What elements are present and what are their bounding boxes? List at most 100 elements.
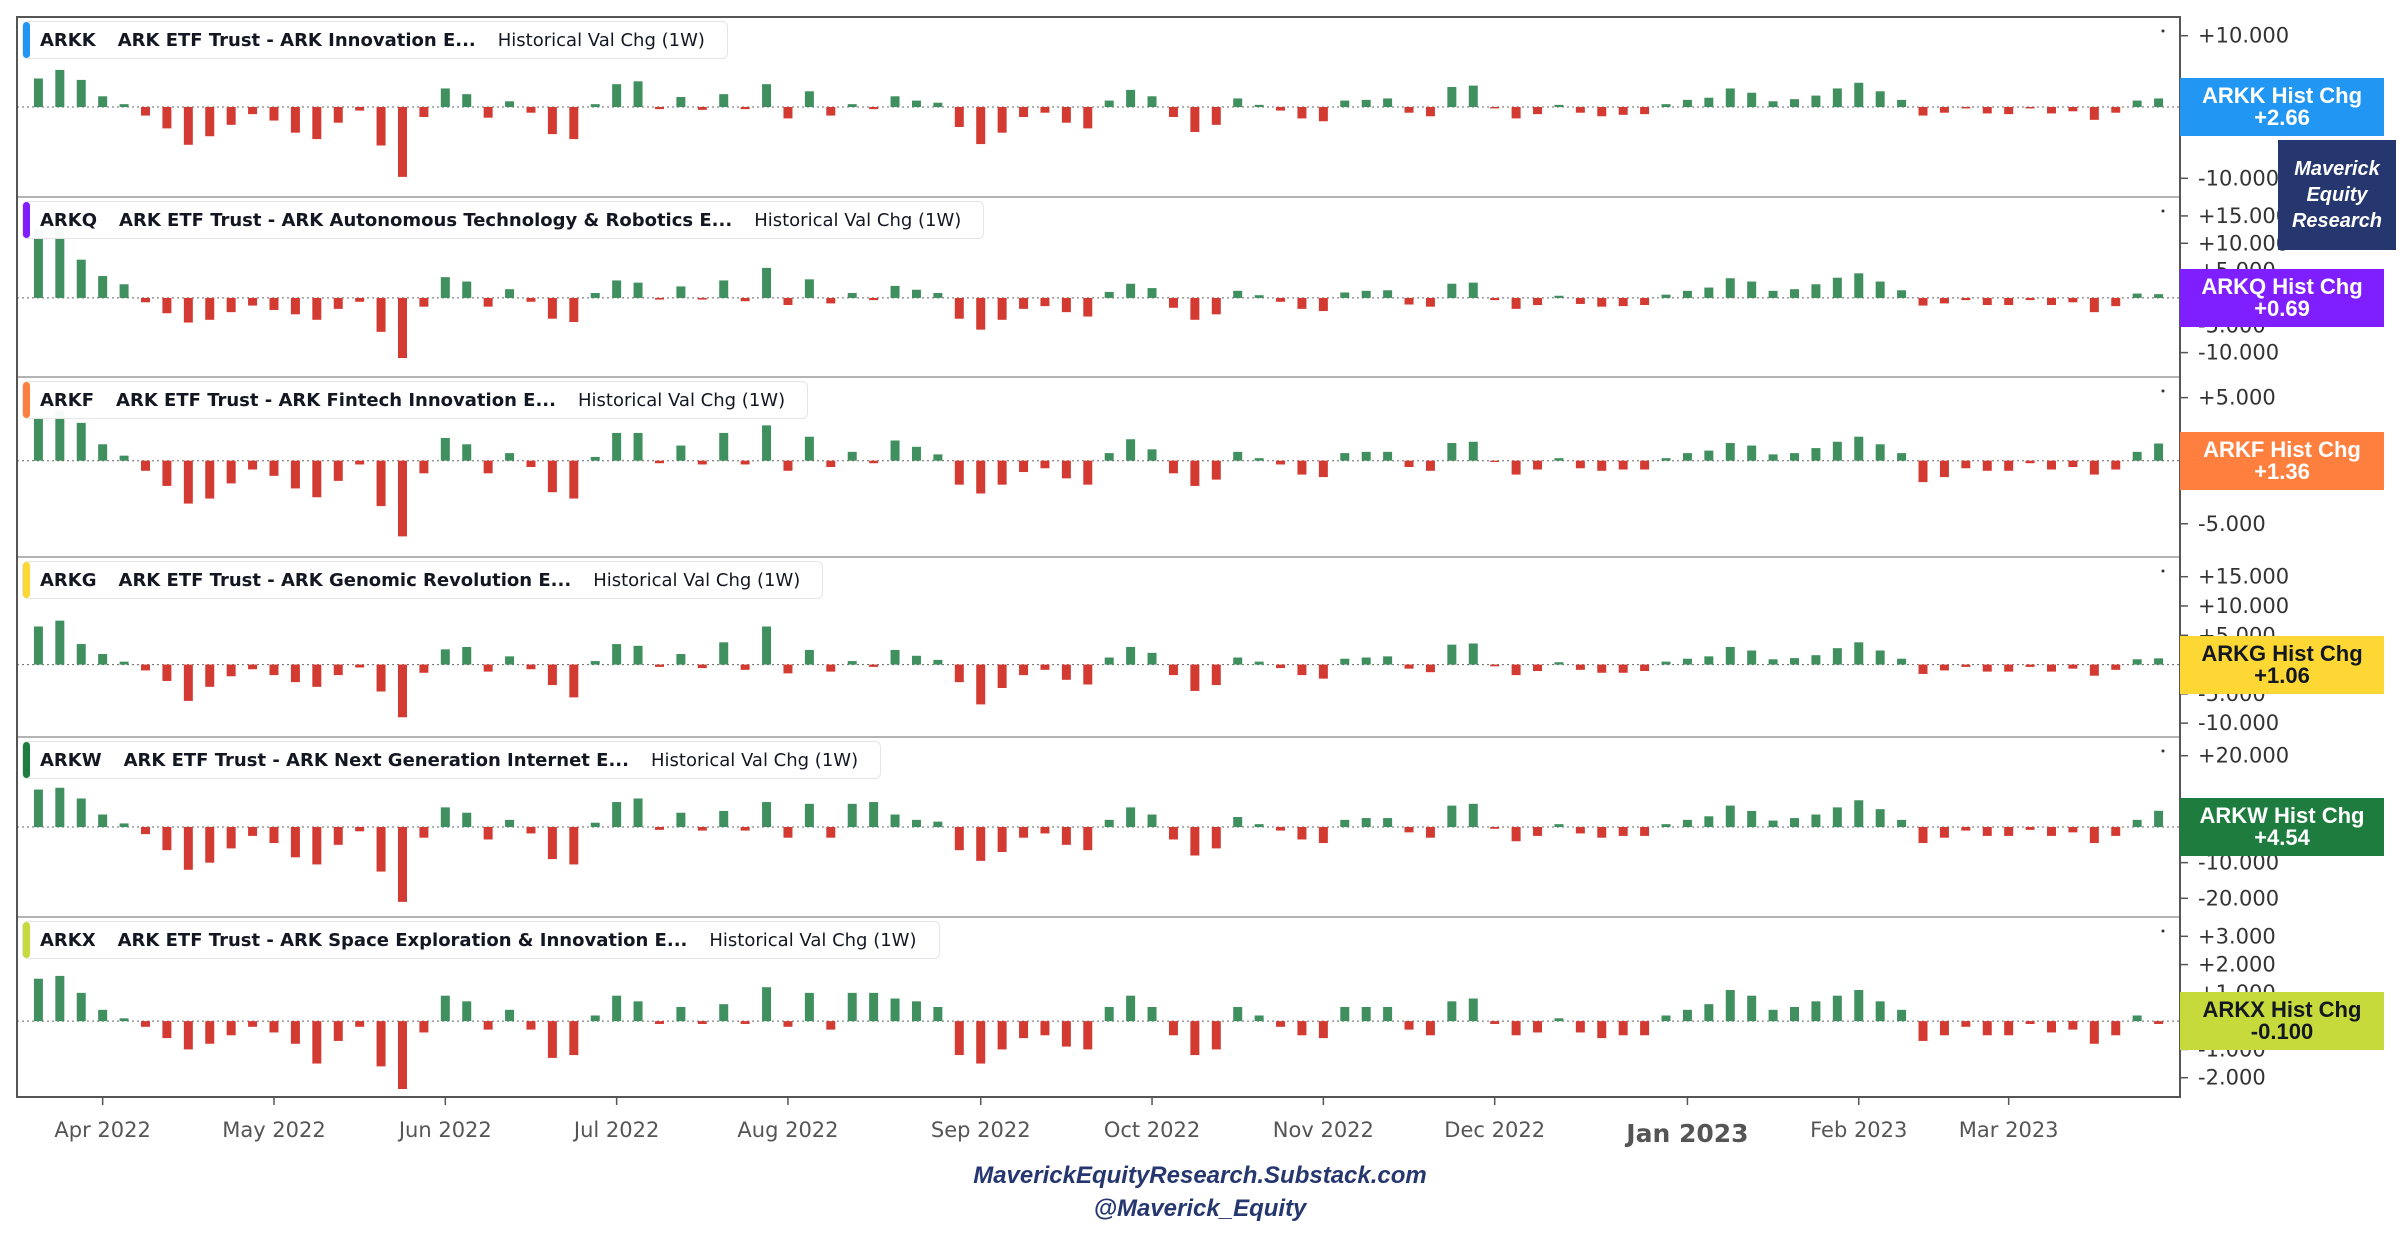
bar-arkg: [2025, 664, 2035, 667]
bar-arkf: [1340, 453, 1350, 461]
bar-arkk: [1554, 104, 1564, 107]
bar-arkq: [1490, 297, 1500, 301]
bar-arkk: [976, 107, 986, 145]
bar-arkf: [1704, 450, 1714, 461]
bar-arkx: [1083, 1021, 1093, 1050]
bar-arkx: [976, 1021, 986, 1064]
bar-arkq: [1447, 283, 1457, 298]
legend-arkx[interactable]: ARKX ARK ETF Trust - ARK Space Exploratio…: [22, 921, 940, 959]
bar-arkw: [1383, 818, 1393, 827]
bar-arkk: [2025, 107, 2035, 109]
bar-arkx: [869, 992, 879, 1022]
bar-arkg: [783, 664, 793, 674]
legend-arkg[interactable]: ARKG ARK ETF Trust - ARK Genomic Revoluti…: [22, 561, 824, 599]
x-tick-label: Jan 2023: [1624, 1119, 1748, 1148]
legend-indicator-name: Historical Val Chg (1W): [709, 929, 917, 951]
bar-arkx: [1404, 1021, 1414, 1030]
bar-arkq: [2004, 297, 2014, 306]
legend-arkw[interactable]: ARKW ARK ETF Trust - ARK Next Generation …: [22, 741, 882, 779]
bar-arkf: [1447, 443, 1457, 461]
bar-arkw: [1361, 818, 1371, 827]
bar-arkq: [890, 285, 900, 298]
bar-arkx: [1147, 1007, 1157, 1022]
bar-arkk: [1725, 88, 1735, 107]
bar-arkk: [1104, 100, 1114, 107]
panel-marker: [2161, 929, 2165, 933]
bar-arkx: [1682, 1009, 1692, 1022]
bar-arkq: [183, 297, 193, 323]
bar-arkw: [1297, 827, 1307, 840]
bar-arkq: [933, 293, 943, 298]
y-tick-label: -10.000: [2198, 341, 2279, 365]
bar-arkw: [1533, 827, 1543, 836]
bar-arkx: [911, 1001, 921, 1022]
bar-arkk: [933, 102, 943, 107]
bar-arkx: [1297, 1021, 1307, 1036]
footer-site-link[interactable]: MaverickEquityResearch.Substack.com: [973, 1162, 1427, 1189]
bar-arkx: [376, 1021, 386, 1067]
bar-arkx: [1854, 990, 1864, 1022]
bar-arkf: [1790, 453, 1800, 461]
bar-arkf: [1019, 460, 1029, 473]
bar-arkx: [826, 1021, 836, 1030]
bar-arkk: [1211, 107, 1221, 125]
badge-value: +4.54: [2254, 825, 2310, 850]
bar-arkf: [654, 460, 664, 464]
bar-arkq: [1875, 281, 1885, 298]
bar-arkg: [1854, 642, 1864, 665]
bar-arkx: [1725, 990, 1735, 1022]
bar-arkf: [1982, 460, 1992, 471]
bar-arkk: [1447, 87, 1457, 107]
bar-arkx: [397, 1021, 407, 1089]
bar-arkf: [526, 460, 536, 467]
bar-arkg: [890, 649, 900, 665]
bar-arkw: [804, 803, 814, 827]
bar-arkg: [183, 664, 193, 701]
bar-arkx: [2068, 1021, 2078, 1030]
bar-arkw: [740, 827, 750, 831]
bar-arkk: [612, 84, 622, 107]
bar-arkf: [997, 460, 1007, 485]
legend-arkf[interactable]: ARKF ARK ETF Trust - ARK Fintech Innovati…: [22, 381, 809, 419]
bar-arkg: [2047, 664, 2056, 672]
legend-arkq[interactable]: ARKQ ARK ETF Trust - ARK Autonomous Techn…: [22, 201, 985, 239]
bar-arkx: [526, 1021, 536, 1030]
bar-arkw: [1061, 827, 1071, 845]
bar-arkf: [1468, 441, 1478, 461]
bar-arkq: [2089, 297, 2099, 313]
bar-arkf: [1404, 460, 1414, 467]
bar-arkf: [2089, 460, 2099, 475]
bar-arkx: [719, 1004, 729, 1022]
bar-arkq: [1597, 297, 1607, 307]
bar-arkw: [333, 827, 343, 845]
bar-arkx: [1468, 998, 1478, 1022]
bar-arkx: [505, 1009, 515, 1022]
bar-arkw: [33, 789, 43, 827]
bar-arkx: [1661, 1015, 1671, 1022]
bar-arkq: [419, 297, 429, 307]
bar-arkg: [1725, 647, 1735, 665]
bar-arkk: [869, 107, 879, 110]
bar-arkf: [1276, 460, 1286, 465]
bar-arkw: [1254, 824, 1264, 827]
bar-arkg: [654, 664, 664, 667]
panel-marker: [2161, 569, 2165, 573]
bar-arkq: [333, 297, 343, 309]
bar-arkg: [1768, 659, 1778, 665]
bar-arkq: [954, 297, 964, 319]
bar-arkw: [590, 822, 600, 827]
bar-arkk: [1318, 107, 1328, 122]
bar-arkq: [1897, 290, 1907, 298]
bar-arkg: [1747, 650, 1757, 665]
value-badge-arkg: ARKG Hist Chg +1.06: [2180, 635, 2384, 694]
bar-arkf: [1554, 458, 1564, 461]
bar-arkf: [2068, 460, 2078, 467]
bar-arkx: [483, 1021, 493, 1030]
bar-arkw: [1661, 824, 1671, 827]
bar-arkq: [1511, 297, 1521, 309]
badge-label: ARKQ Hist Chg: [2201, 273, 2363, 299]
legend-arkk[interactable]: ARKK ARK ETF Trust - ARK Innovation E... H…: [22, 21, 728, 59]
bar-arkf: [397, 460, 407, 537]
bar-arkf: [312, 460, 322, 498]
bar-arkk: [1511, 107, 1521, 119]
